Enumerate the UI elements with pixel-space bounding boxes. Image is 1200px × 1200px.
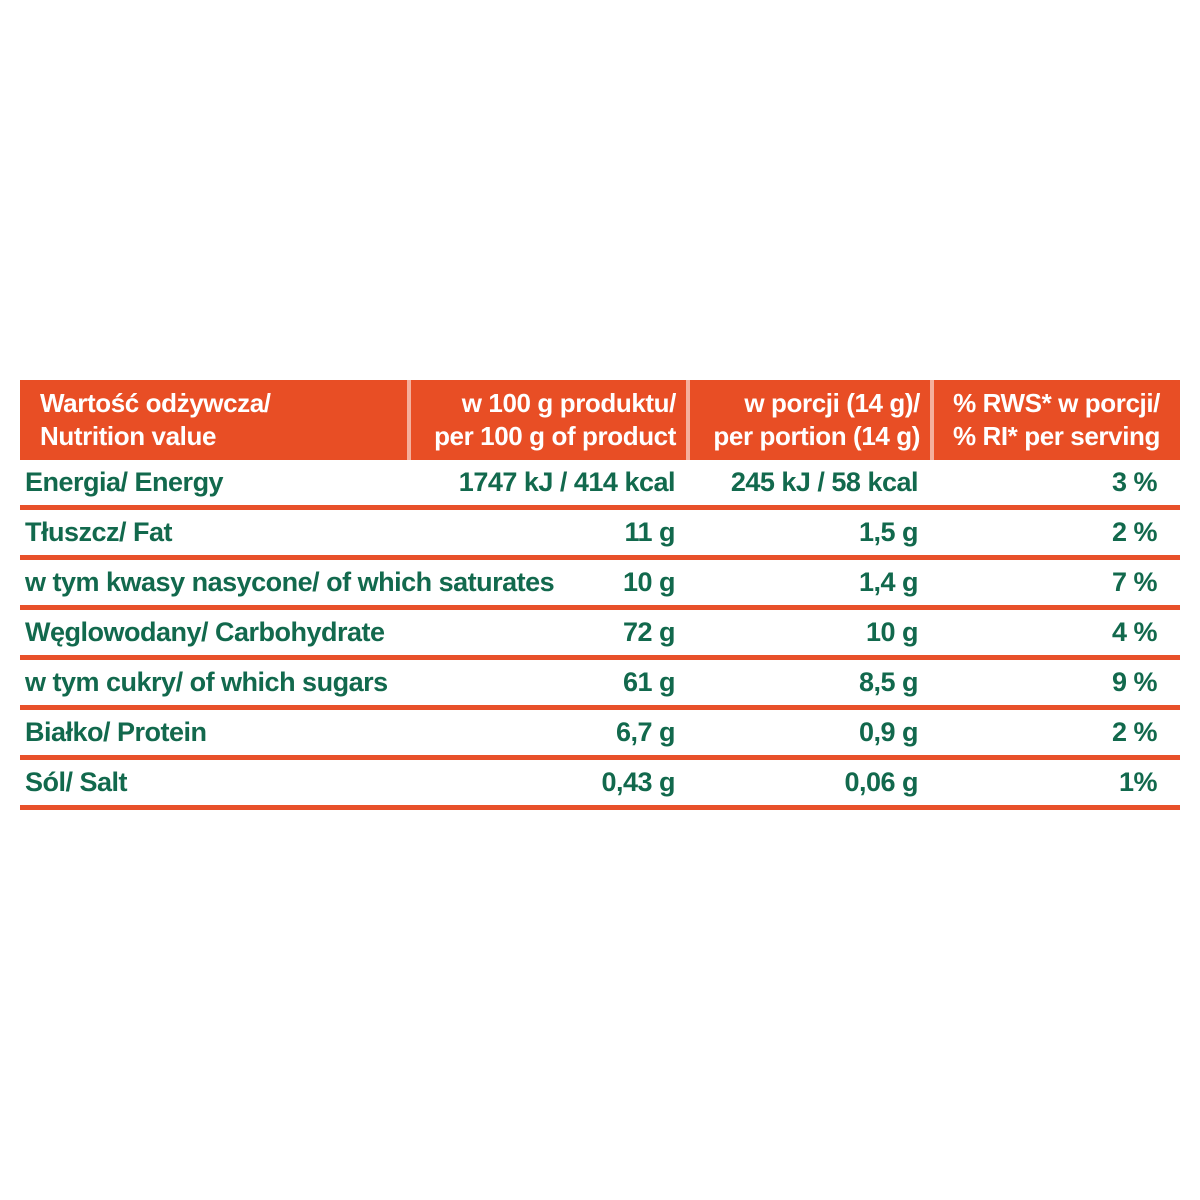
table-row: w tym kwasy nasycone/ of which saturates… (20, 560, 1180, 610)
header-line: Nutrition value (40, 421, 217, 451)
nutrient-label: w tym cukry/ of which sugars (25, 667, 388, 697)
header-line: % RI* per serving (952, 421, 1160, 451)
value-per-100g: 61 g (622, 667, 676, 697)
value-percent-ri: 9 % (1111, 667, 1158, 697)
table-row: Białko/ Protein 6,7 g 0,9 g 2 % (20, 710, 1180, 760)
value-percent-ri: 2 % (1111, 517, 1158, 547)
header-nutrition-value: Wartość odżywcza/ Nutrition value (20, 387, 407, 453)
value-per-100g: 0,43 g (601, 767, 675, 797)
table-row: Tłuszcz/ Fat 11 g 1,5 g 2 % (20, 510, 1180, 560)
header-per-portion: w porcji (14 g)/ per portion (14 g) (686, 380, 930, 460)
value-per-100g: 10 g (622, 567, 676, 597)
value-per-portion: 10 g (865, 617, 919, 647)
header-line: Wartość odżywcza/ (40, 388, 271, 418)
table-row: w tym cukry/ of which sugars 61 g 8,5 g … (20, 660, 1180, 710)
value-per-100g: 1747 kJ / 414 kcal (458, 467, 676, 497)
value-percent-ri: 3 % (1111, 467, 1158, 497)
header-line: w porcji (14 g)/ (744, 388, 920, 418)
table-row: Sól/ Salt 0,43 g 0,06 g 1% (20, 760, 1180, 810)
nutrient-label: w tym kwasy nasycone/ of which saturates (25, 567, 555, 597)
value-per-100g: 11 g (624, 517, 675, 547)
table-row: Węglowodany/ Carbohydrate 72 g 10 g 4 % (20, 610, 1180, 660)
nutrient-label: Tłuszcz/ Fat (25, 517, 173, 547)
header-line: w 100 g produktu/ (461, 388, 677, 418)
nutrition-table: Wartość odżywcza/ Nutrition value w 100 … (20, 380, 1180, 810)
value-per-100g: 72 g (622, 617, 676, 647)
value-percent-ri: 4 % (1111, 617, 1158, 647)
value-per-portion: 1,5 g (858, 517, 919, 547)
value-per-portion: 1,4 g (858, 567, 919, 597)
nutrient-label: Węglowodany/ Carbohydrate (25, 617, 385, 647)
value-percent-ri: 7 % (1111, 567, 1158, 597)
table-row: Energia/ Energy 1747 kJ / 414 kcal 245 k… (20, 460, 1180, 510)
value-percent-ri: 1% (1118, 767, 1158, 797)
table-header: Wartość odżywcza/ Nutrition value w 100 … (20, 380, 1180, 460)
nutrient-label: Sól/ Salt (25, 767, 128, 797)
value-per-100g: 6,7 g (615, 717, 676, 747)
header-percent-ri: % RWS* w porcji/ % RI* per serving (930, 380, 1180, 460)
header-per-100g: w 100 g produktu/ per 100 g of product (407, 380, 686, 460)
value-per-portion: 8,5 g (858, 667, 919, 697)
value-per-portion: 0,06 g (844, 767, 918, 797)
header-line: % RWS* w porcji/ (953, 388, 1160, 418)
nutrient-label: Energia/ Energy (25, 467, 224, 497)
value-per-portion: 0,9 g (858, 717, 919, 747)
nutrient-label: Białko/ Protein (25, 717, 207, 747)
header-line: per portion (14 g) (713, 421, 920, 451)
header-line: per 100 g of product (434, 421, 676, 451)
value-per-portion: 245 kJ / 58 kcal (730, 467, 919, 497)
value-percent-ri: 2 % (1111, 717, 1158, 747)
